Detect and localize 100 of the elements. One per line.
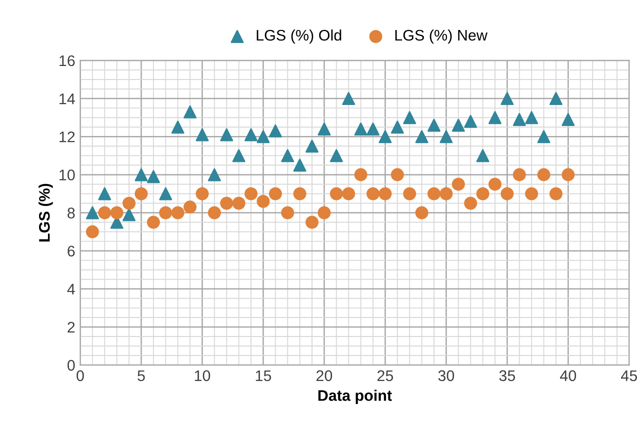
point (220, 196, 234, 210)
x-tick-label: 10 (194, 370, 210, 382)
point (440, 187, 453, 200)
point (378, 130, 392, 144)
point (366, 187, 380, 200)
point (440, 130, 453, 144)
point (500, 92, 514, 106)
point (378, 187, 392, 200)
point (318, 206, 331, 220)
point (354, 168, 368, 182)
point (134, 187, 148, 200)
point (403, 187, 416, 200)
point (171, 120, 184, 134)
point (525, 187, 538, 200)
point (537, 168, 550, 182)
point (268, 187, 282, 200)
point (330, 149, 343, 162)
point (306, 216, 319, 229)
point (293, 158, 306, 172)
y-tick-label: 16 (60, 55, 75, 66)
point (256, 194, 270, 208)
y-tick-label: 0 (67, 360, 75, 371)
x-tick-label: 0 (76, 370, 84, 382)
y-tick-label: 6 (68, 246, 75, 257)
y-tick-label: 12 (60, 131, 75, 142)
legend-label: LGS (%) Old (256, 29, 342, 44)
point (354, 122, 368, 136)
point (293, 187, 306, 200)
point (452, 178, 465, 191)
point (464, 114, 478, 128)
y-tick-label: 8 (68, 208, 75, 218)
point (232, 149, 246, 162)
point (464, 196, 478, 210)
point (427, 118, 440, 132)
x-tick-label: 35 (499, 370, 516, 382)
point (86, 206, 99, 220)
point (146, 216, 160, 229)
x-tick-label: 30 (438, 370, 454, 382)
point (330, 187, 343, 200)
y-tick-label: 10 (60, 170, 75, 180)
point (122, 196, 136, 210)
point (232, 196, 246, 210)
point (122, 208, 136, 222)
point (549, 187, 562, 200)
point (476, 149, 490, 162)
point (208, 168, 221, 182)
x-tick-label: 15 (256, 370, 272, 382)
point (525, 111, 538, 124)
point (390, 120, 404, 134)
point (244, 128, 258, 142)
x-axis-title: Data point (318, 390, 392, 404)
x-tick-label: 40 (560, 370, 576, 382)
y-tick-label: 4 (67, 284, 75, 294)
y-axis-title: LGS (%) (38, 184, 53, 242)
point (427, 187, 440, 200)
point (86, 225, 99, 238)
x-tick-label: 45 (621, 370, 638, 382)
point (488, 111, 502, 124)
point (403, 111, 416, 124)
point (318, 122, 331, 136)
point (220, 128, 234, 142)
y-tick-label: 2 (68, 322, 75, 333)
point (452, 118, 465, 132)
point (500, 187, 514, 200)
point (268, 124, 282, 138)
point (196, 187, 209, 200)
x-tick-label: 5 (138, 370, 145, 382)
point (415, 130, 428, 144)
point (244, 187, 258, 200)
point (342, 92, 356, 106)
point (342, 187, 356, 200)
point (549, 92, 562, 106)
point (256, 130, 270, 144)
point (98, 206, 112, 220)
point (208, 206, 221, 220)
point (512, 168, 526, 182)
point (134, 168, 148, 182)
point (184, 200, 197, 214)
point (196, 128, 209, 142)
point (184, 105, 197, 118)
point (281, 206, 294, 220)
point (476, 187, 490, 200)
point (306, 140, 319, 153)
point (159, 187, 172, 200)
point (537, 130, 550, 144)
point (366, 122, 380, 136)
point (110, 206, 124, 220)
point (98, 187, 112, 200)
x-tick-label: 25 (377, 370, 394, 382)
point (562, 168, 575, 182)
point (281, 149, 294, 162)
point (512, 112, 526, 126)
x-tick-label: 20 (316, 370, 332, 382)
point (562, 112, 575, 126)
point (159, 206, 172, 220)
legend-label: LGS (%) New (395, 29, 488, 44)
point (390, 168, 404, 182)
point (171, 206, 184, 220)
y-tick-label: 14 (60, 94, 75, 104)
point (146, 170, 160, 184)
